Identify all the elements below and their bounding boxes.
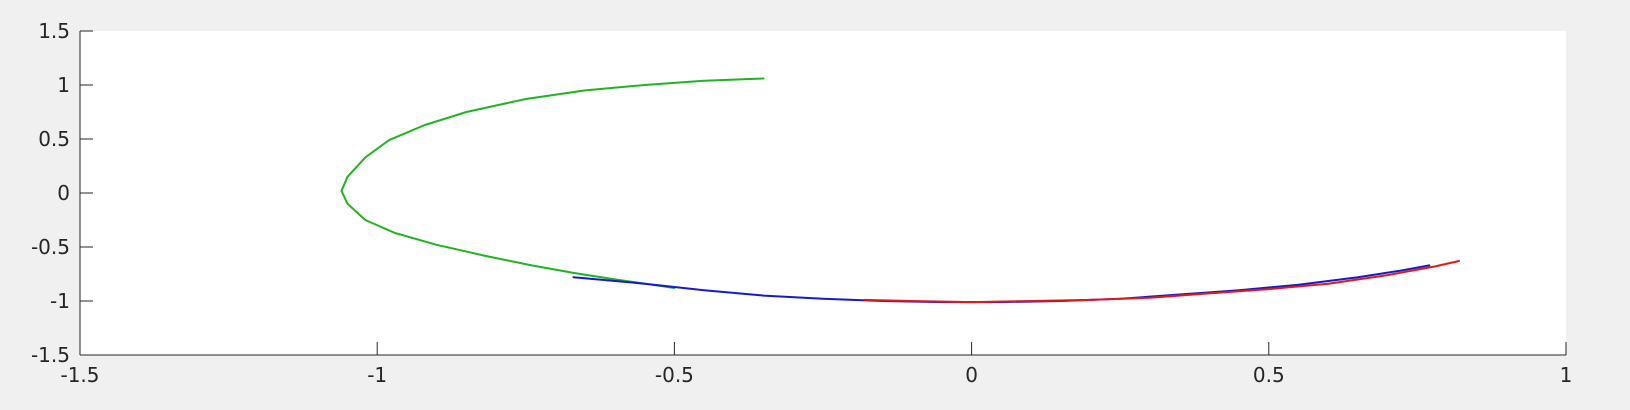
y-tick-label: 1	[57, 73, 70, 97]
y-tick-label: -1	[50, 289, 70, 313]
series-3-line	[863, 260, 1460, 304]
y-tick-label: -1.5	[31, 343, 70, 367]
x-tick-label: 1	[1560, 363, 1573, 387]
x-tick-label: -1	[367, 363, 387, 387]
y-axis: 1.5 1 0.5 0 -0.5 -1 -1.5	[31, 19, 93, 367]
x-tick-label: -1.5	[60, 363, 99, 387]
y-tick-label: 0.5	[38, 127, 70, 151]
y-tick-label: 0	[57, 181, 70, 205]
x-axis: -1.5 -1 -0.5 0 0.5 1	[60, 342, 1572, 387]
y-tick-label: -0.5	[31, 235, 70, 259]
x-tick-label: -0.5	[655, 363, 694, 387]
x-tick-label: 0.5	[1253, 363, 1285, 387]
series-1-line	[340, 77, 765, 289]
y-tick-label: 1.5	[38, 19, 70, 43]
x-tick-label: 0	[965, 363, 978, 387]
plot-area	[80, 31, 1566, 355]
axes: -1.5 -1 -0.5 0 0.5 1 1.5 1 0.5 0 -0.5 -1 -1.5	[31, 19, 1572, 387]
series-layer	[340, 77, 1460, 304]
